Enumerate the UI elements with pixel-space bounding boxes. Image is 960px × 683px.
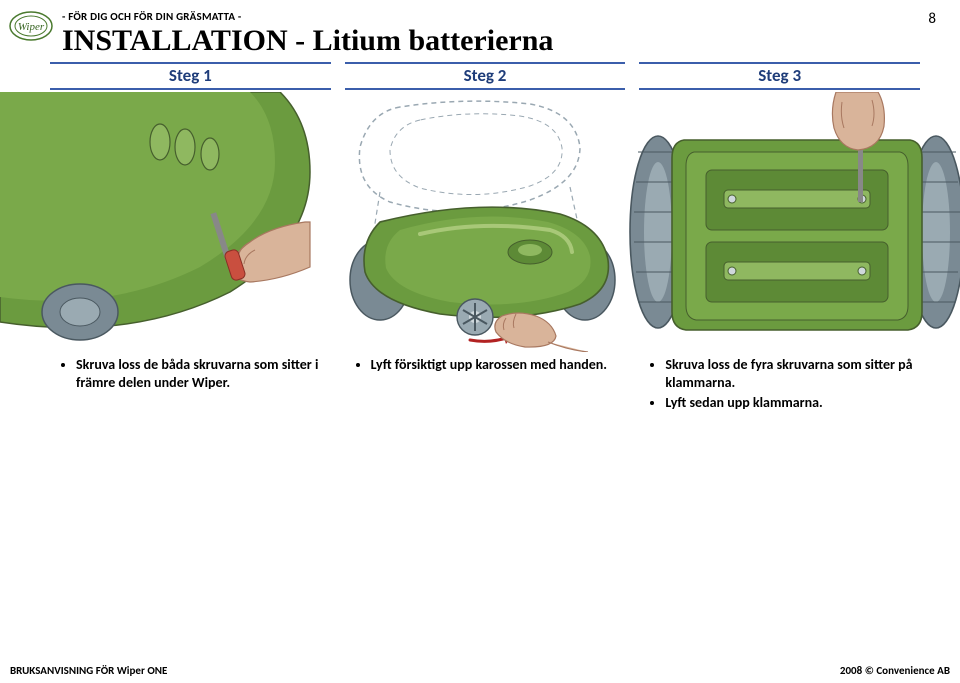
footer-left: BRUKSANVISNING FÖR Wiper ONE [10,664,167,677]
instruction-item: Lyft försiktigt upp karossen med handen. [371,356,626,374]
instruction-col-2: Lyft försiktigt upp karossen med handen. [345,356,626,415]
step-header-2: Steg 2 [345,62,626,90]
step-header-1: Steg 1 [50,62,331,90]
page-title: INSTALLATION - Litium batterierna [62,24,553,58]
svg-text:Wiper: Wiper [18,21,45,33]
instruction-row: Skruva loss de båda skruvarna som sitter… [50,356,920,415]
instruction-item: Skruva loss de båda skruvarna som sitter… [76,356,331,392]
instruction-col-1: Skruva loss de båda skruvarna som sitter… [50,356,331,415]
footer-right: 2008 © Convenience AB [840,664,950,677]
instruction-col-3: Skruva loss de fyra skruvarna som sitter… [639,356,920,415]
page-number: 8 [928,10,936,28]
instruction-item: Skruva loss de fyra skruvarna som sitter… [665,356,920,392]
step-header-row: Steg 1 Steg 2 Steg 3 [50,62,920,90]
instruction-item: Lyft sedan upp klammarna. [665,394,920,412]
step-header-3: Steg 3 [639,62,920,90]
tagline: - FÖR DIG OCH FÖR DIN GRÄSMATTA - [62,10,241,23]
illustration [0,92,960,352]
logo: Wiper [8,10,54,42]
